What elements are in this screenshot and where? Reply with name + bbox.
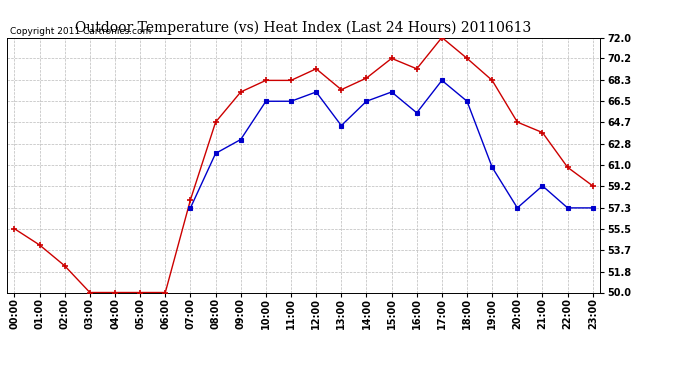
- Title: Outdoor Temperature (vs) Heat Index (Last 24 Hours) 20110613: Outdoor Temperature (vs) Heat Index (Las…: [75, 21, 532, 35]
- Text: Copyright 2011 Cartronics.com: Copyright 2011 Cartronics.com: [10, 27, 151, 36]
